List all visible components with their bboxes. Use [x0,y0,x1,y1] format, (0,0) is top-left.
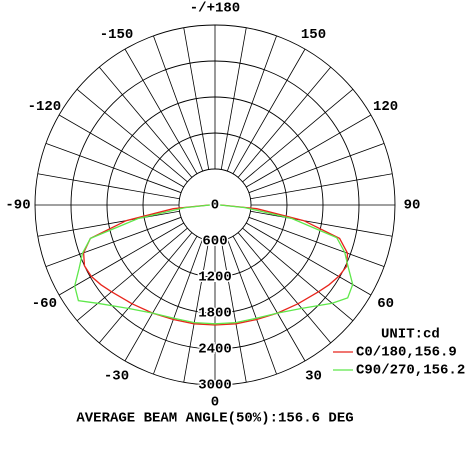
angle-label: 150 [301,27,326,43]
r-tick-label: 1200 [198,270,232,286]
r-tick-label: 0 [211,198,219,214]
angle-label: -90 [5,198,30,214]
ring [34,24,396,386]
angle-label: -/+180 [190,1,240,17]
footer: AVERAGE BEAM ANGLE(50%):156.6 DEG [76,411,353,427]
r-tick-label: 1800 [198,306,232,322]
legend-label: C90/270,156.2 [356,363,465,379]
angle-label: 90 [404,198,421,214]
angle-label: -150 [100,27,134,43]
ring [178,168,252,242]
angle-label: -60 [32,296,57,312]
r-tick-label: 600 [202,234,227,250]
angle-label: 120 [373,99,398,115]
legend-label: C0/180,156.9 [356,345,457,361]
angle-label: -30 [104,368,129,384]
ring [142,132,288,278]
r-tick-label: 2400 [198,342,232,358]
angle-label: 60 [377,296,394,312]
unit-label: UNIT:cd [381,327,440,343]
curve [74,204,354,325]
r-tick-label: 3000 [198,378,232,394]
angle-label: 30 [305,368,322,384]
curve [82,204,349,326]
angle-label: 0 [211,395,219,411]
angle-label: -120 [28,99,62,115]
ring [70,60,360,350]
ring [106,96,324,314]
